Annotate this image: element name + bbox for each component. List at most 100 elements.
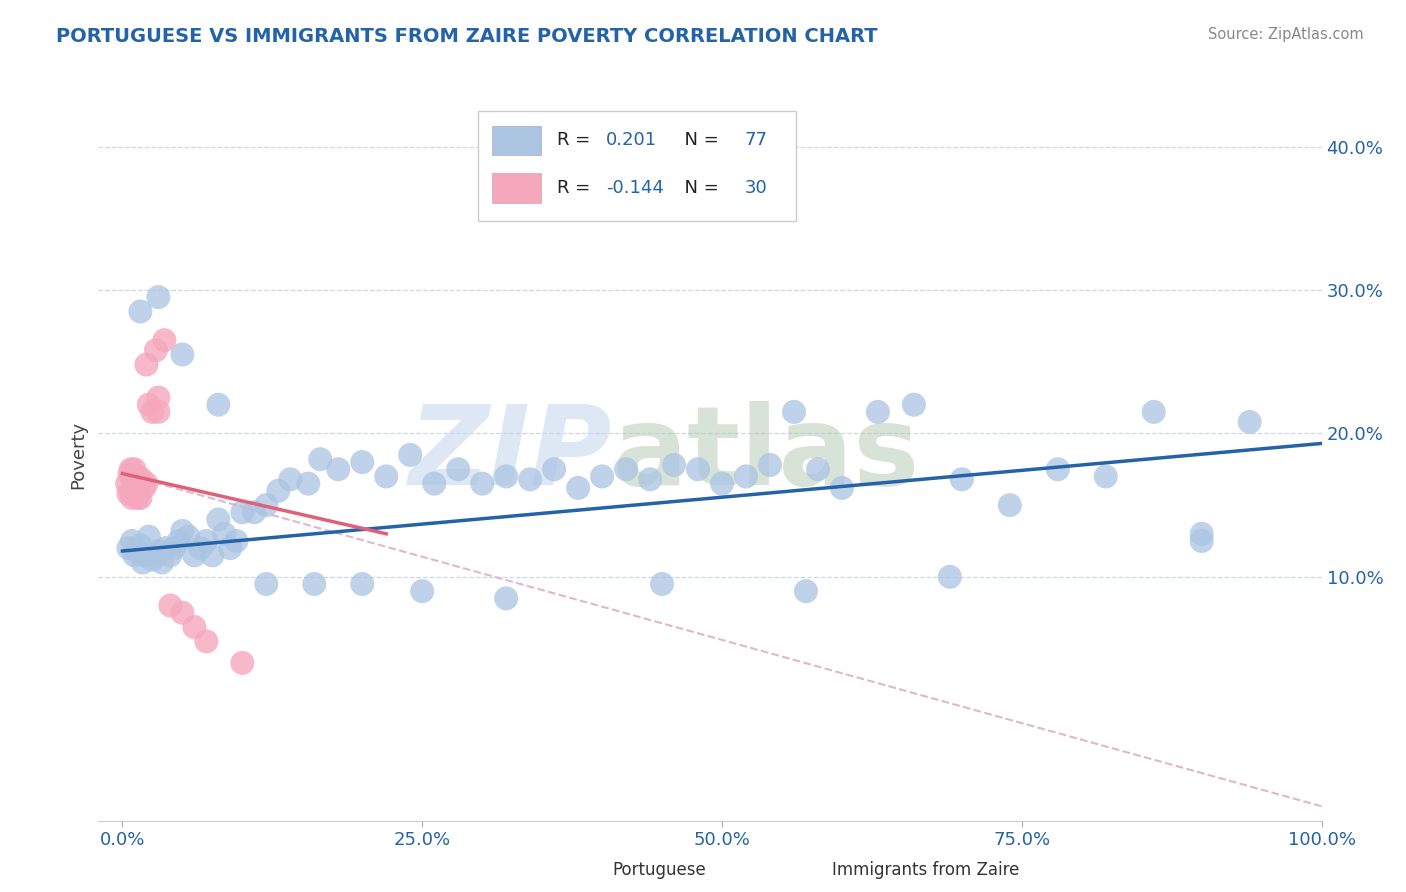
Point [121,491,143,505]
Point [131,472,153,486]
Point [543,462,565,476]
Point [148,405,170,419]
Point [159,599,181,613]
Point [124,483,146,498]
Point [267,483,290,498]
Text: PORTUGUESE VS IMMIGRANTS FROM ZAIRE POVERTY CORRELATION CHART: PORTUGUESE VS IMMIGRANTS FROM ZAIRE POVE… [56,27,877,45]
Point [759,458,782,472]
Point [150,556,173,570]
Point [638,472,661,486]
Point [163,541,186,556]
Text: ZIP: ZIP [409,401,612,508]
Point [172,347,194,361]
Point [195,533,218,548]
Text: N =: N = [673,179,725,197]
Point [939,570,962,584]
FancyBboxPatch shape [492,173,541,202]
Text: 30: 30 [744,179,768,197]
Text: N =: N = [673,131,725,149]
Point [177,530,200,544]
Point [1094,469,1116,483]
FancyBboxPatch shape [478,112,796,221]
Point [735,469,758,483]
Point [352,577,374,591]
Point [309,452,332,467]
Point [141,405,163,419]
Point [188,541,212,556]
Point [423,476,446,491]
Point [129,491,152,505]
Point [950,472,973,486]
Point [686,462,709,476]
Point [495,469,517,483]
Point [172,606,194,620]
Point [115,476,138,491]
Point [231,656,253,670]
Point [148,290,170,304]
Point [124,549,146,563]
Text: Immigrants from Zaire: Immigrants from Zaire [832,862,1019,880]
Point [127,469,149,483]
Point [201,549,224,563]
Point [243,505,266,519]
Point [183,549,205,563]
Point [1191,533,1213,548]
Point [117,541,139,556]
Point [651,577,673,591]
Point [138,398,160,412]
Point [135,476,157,491]
Point [129,304,152,318]
Point [903,398,925,412]
Point [148,544,170,558]
FancyBboxPatch shape [492,126,541,155]
Point [998,498,1021,512]
Point [145,549,167,563]
Point [278,472,301,486]
Point [219,541,242,556]
Point [866,405,889,419]
Point [159,549,181,563]
Point [122,469,145,483]
Point [172,524,194,538]
Point [195,634,218,648]
Point [183,620,205,634]
Point [148,391,170,405]
Point [807,462,830,476]
Point [124,462,146,476]
Point [471,476,494,491]
Point [124,481,146,495]
Point [591,469,613,483]
Text: Source: ZipAtlas.com: Source: ZipAtlas.com [1208,27,1364,42]
Point [132,556,155,570]
Text: -0.144: -0.144 [606,179,664,197]
Point [121,533,143,548]
Point [125,476,148,491]
Point [495,591,517,606]
Point [831,481,853,495]
Point [304,577,326,591]
Point [135,358,157,372]
Point [614,462,637,476]
Point [167,533,190,548]
Point [352,455,374,469]
Point [1143,405,1166,419]
Point [207,512,229,526]
Point [153,333,176,347]
Point [127,491,149,505]
Point [135,549,157,563]
Point [411,584,433,599]
Y-axis label: Poverty: Poverty [69,421,87,489]
Point [155,541,177,556]
Point [225,533,247,548]
Text: R =: R = [557,179,596,197]
Point [121,472,143,486]
Text: 0.201: 0.201 [606,131,657,149]
Point [120,483,142,498]
FancyBboxPatch shape [783,859,823,881]
Point [711,476,734,491]
Point [1046,462,1069,476]
Point [1239,415,1261,429]
Text: 77: 77 [744,131,768,149]
Text: atlas: atlas [612,401,920,508]
Text: Portuguese: Portuguese [612,862,706,880]
